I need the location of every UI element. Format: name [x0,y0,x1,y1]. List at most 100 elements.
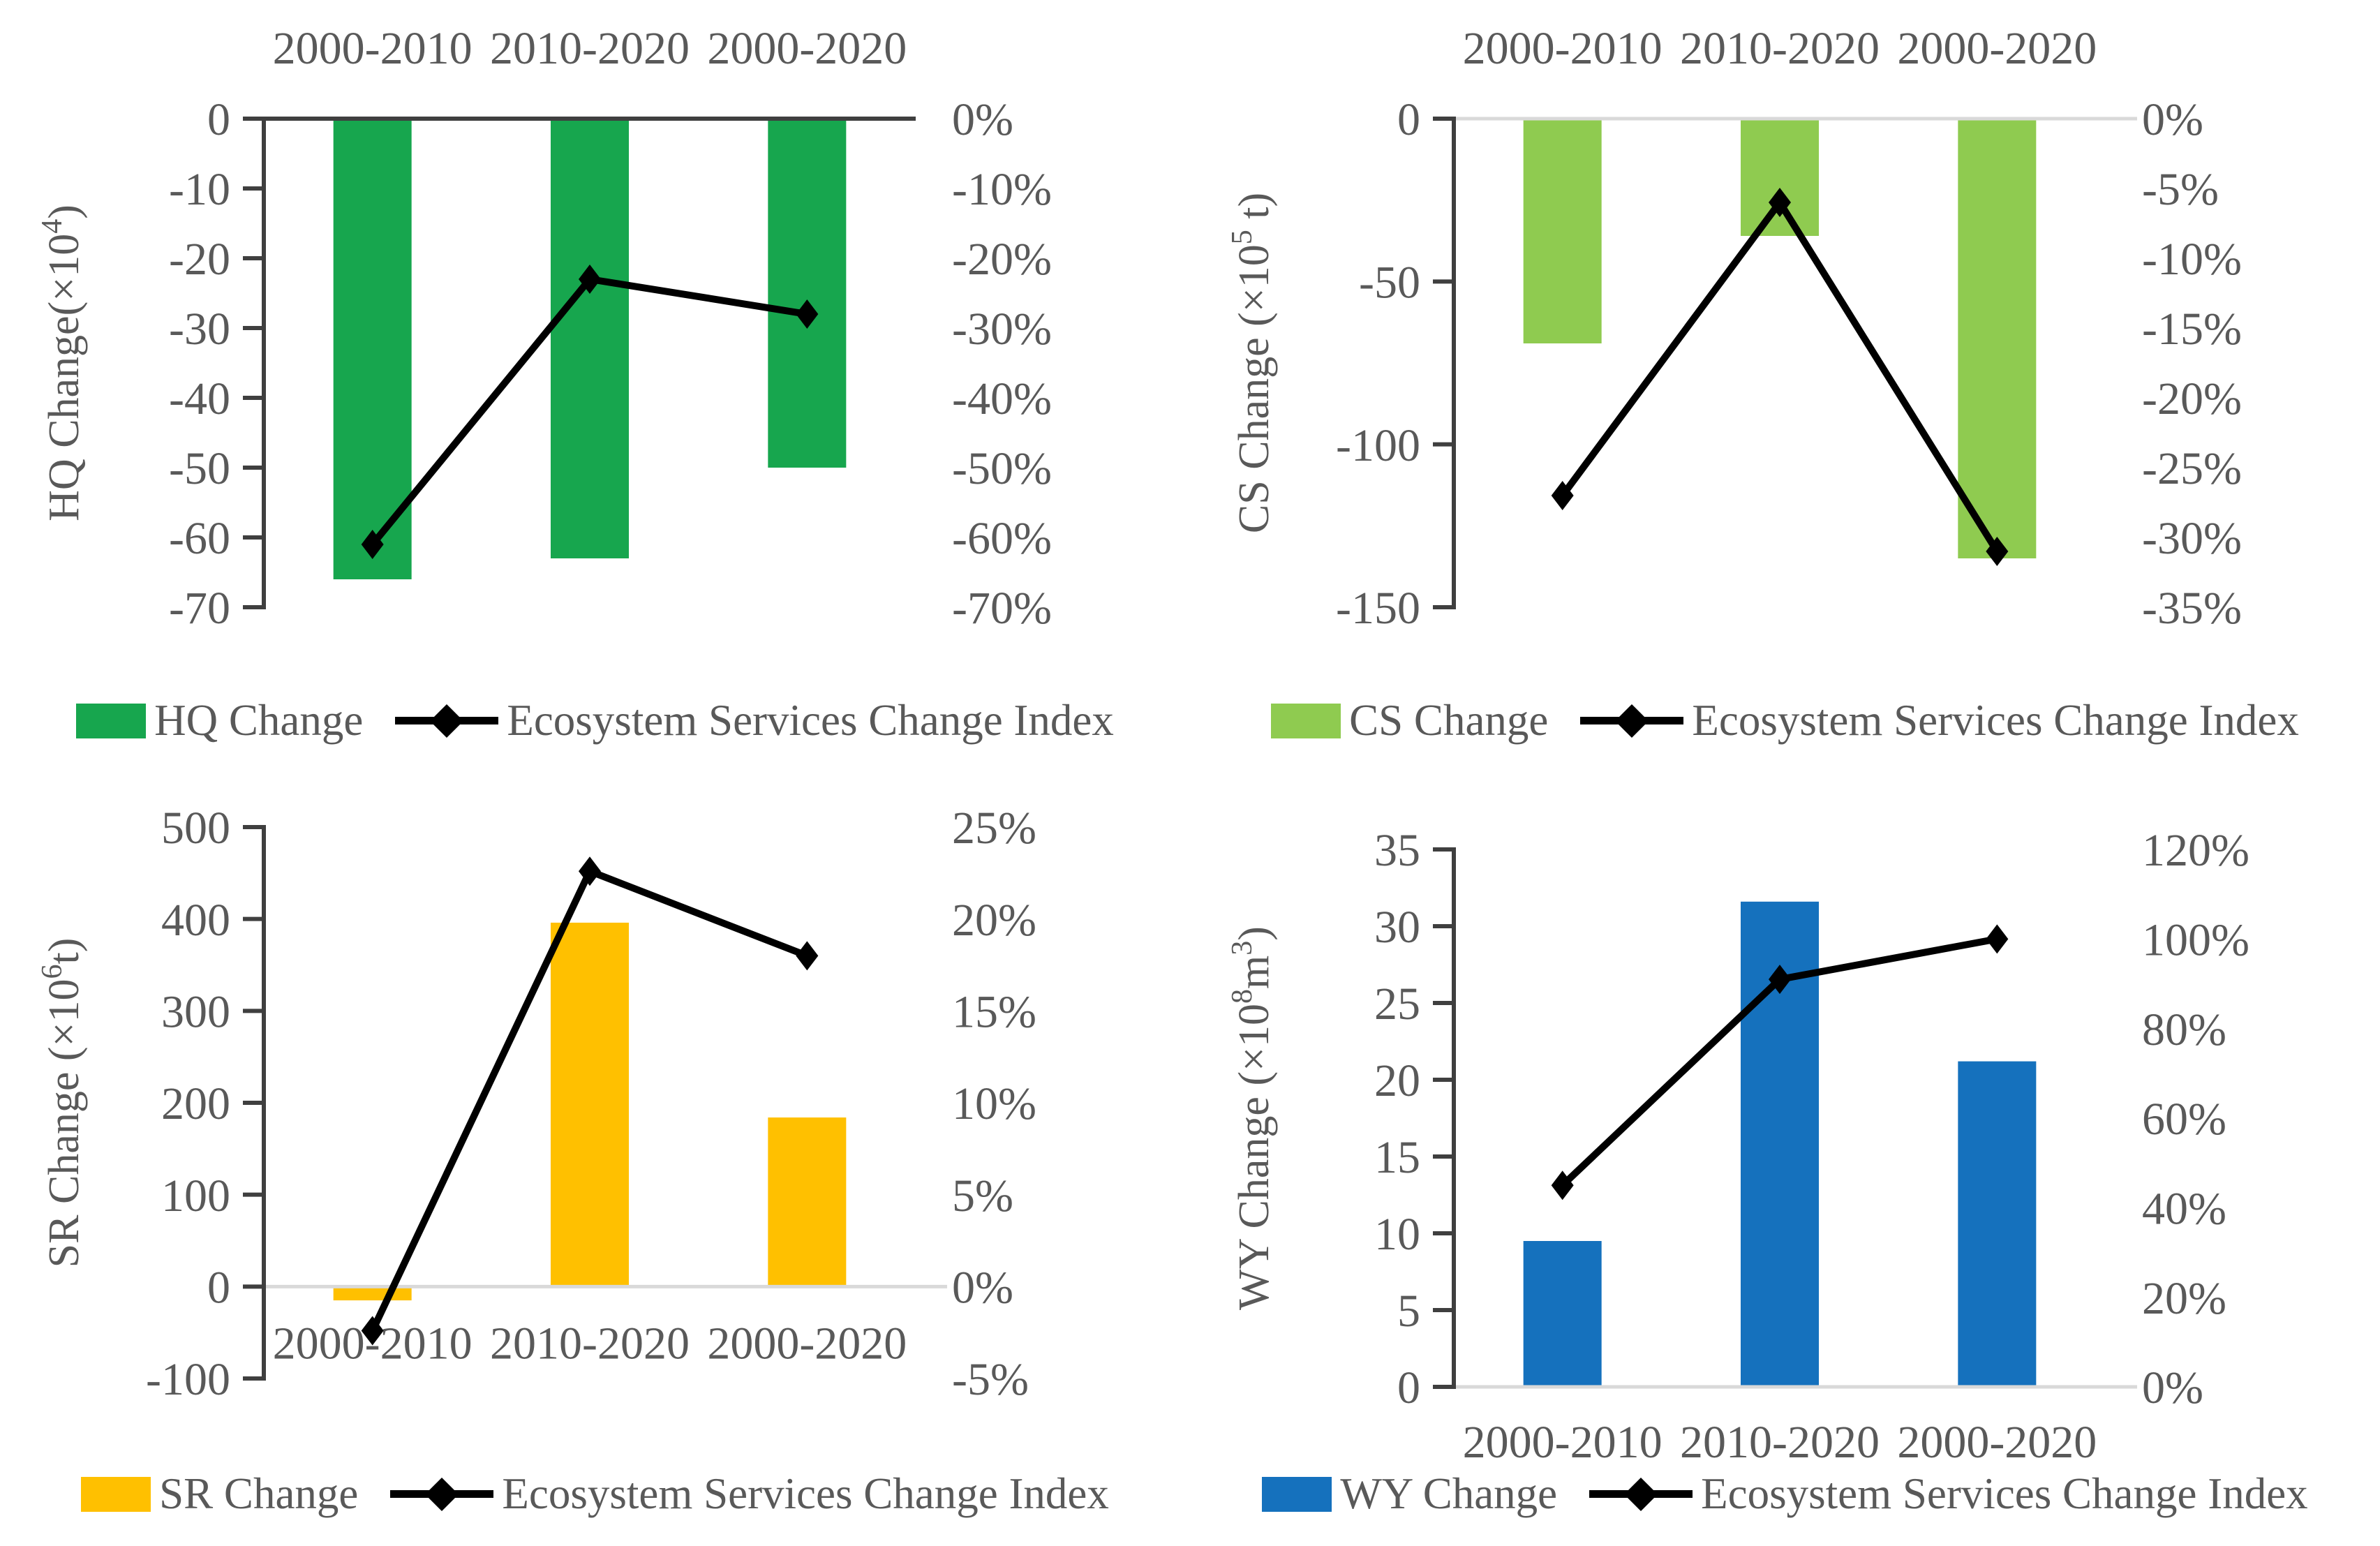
esci-marker-2010-2020 [579,856,601,886]
esci-marker-2000-2020 [796,299,819,329]
line-diamond-icon [1580,704,1684,738]
left-tick-label: 20 [1374,1055,1420,1106]
wy-change-chart: 35 30 25 20 15 10 5 0 120% 100% 80% 60% 40% 20% 0% 2000… [1226,825,2249,1464]
diamond-marker-icon [425,1477,459,1511]
right-tick-label: -35% [2142,583,2242,634]
esci-legend-label: Ecosystem Services Change Index [1692,696,2299,745]
left-tick-label: -10 [169,164,230,215]
bar-2000-2020 [768,119,847,468]
left-tick-label: -20 [169,234,230,285]
right-tick-label: -20% [952,234,1052,285]
left-tick-label: 0 [1397,1362,1420,1413]
bar-2000-2010 [333,1286,412,1301]
category-label: 2010-2020 [1680,23,1880,74]
category-label: 2000-2010 [1463,23,1663,74]
left-tick-label: 200 [161,1078,230,1129]
right-tick-label: 120% [2142,825,2249,876]
left-tick-label: -150 [1336,583,1420,634]
right-tick-label: 10% [952,1078,1036,1129]
hq-change-chart: 0 -10 -20 -30 -40 -50 -60 -70 0% -10% -20% -30% -40%… [36,23,1052,634]
cs-legend-swatch-icon [1271,703,1341,738]
esci-marker-2010-2020 [1769,188,1791,217]
hq-legend: HQ Change Ecosystem Services Change Inde… [0,695,1190,746]
esci-marker-2010-2020 [1769,965,1791,995]
bar-2000-2020 [1958,1061,2037,1387]
right-tick-label: -25% [2142,443,2242,494]
y-axis-title: HQ Change(×104) [36,205,88,521]
left-tick-label: 5 [1397,1286,1420,1337]
esci-marker-2000-2010 [1551,1170,1574,1201]
right-tick-label: -20% [2142,373,2242,424]
left-tick-label: 0 [207,94,230,145]
hq-change-panel: 0 -10 -20 -30 -40 -50 -60 -70 0% -10% -20% -30% -40%… [0,0,1190,773]
category-label: 2010-2020 [490,23,690,74]
y-axis-title: CS Change (×105 t) [1226,193,1278,533]
sr-legend-swatch-icon [81,1476,151,1512]
cs-change-chart: 0 -50 -100 -150 0% -5% -10% -15% -20% -25% -30% -35… [1226,23,2242,634]
category-label: 2000-2020 [707,23,907,74]
bar-2010-2020 [1741,119,1819,236]
bar-2000-2020 [768,1117,847,1287]
bar-2010-2020 [551,922,629,1287]
right-tick-label: 80% [2142,1004,2226,1055]
category-label: 2000-2020 [707,1318,907,1369]
esci-legend-label: Ecosystem Services Change Index [507,696,1114,745]
esci-marker-2000-2010 [361,1316,384,1346]
esci-marker-2000-2010 [361,530,384,559]
right-tick-label: -30% [2142,513,2242,564]
esci-marker-2000-2010 [1551,481,1574,510]
left-tick-label: 30 [1374,902,1420,953]
left-tick-label: -100 [1336,420,1420,471]
left-tick-label: -40 [169,373,230,424]
left-tick-label: 500 [161,803,230,854]
category-label: 2000-2020 [1897,23,2097,74]
diamond-marker-icon [1624,1477,1658,1511]
right-tick-label: 60% [2142,1094,2226,1145]
y-axis-title: WY Change (×108m3) [1226,926,1278,1310]
right-tick-label: 100% [2142,914,2249,965]
left-tick-label: 0 [207,1262,230,1313]
esci-legend-label: Ecosystem Services Change Index [502,1469,1109,1518]
line-diamond-icon [1589,1477,1693,1511]
esci-marker-2000-2020 [796,941,819,971]
cs-legend-label: CS Change [1349,696,1549,745]
right-tick-label: 20% [2142,1273,2226,1324]
right-tick-label: 5% [952,1170,1013,1221]
bar-2000-2010 [1523,1241,1602,1387]
cs-change-panel: 0 -50 -100 -150 0% -5% -10% -15% -20% -25% -30% -35… [1190,0,2380,773]
category-label: 2000-2020 [1897,1417,2097,1464]
category-label: 2010-2020 [1680,1417,1880,1464]
hq-legend-label: HQ Change [154,696,364,745]
sr-change-panel: 500 400 300 200 100 0 -100 25% 20% 15% 10% 5% 0% -5% 2… [0,773,1190,1546]
wy-legend-swatch-icon [1262,1476,1332,1512]
category-label: 2000-2010 [273,23,473,74]
left-tick-label: -50 [169,443,230,494]
sr-change-chart: 500 400 300 200 100 0 -100 25% 20% 15% 10% 5% 0% -5% 2… [36,803,1036,1405]
right-tick-label: 15% [952,986,1036,1037]
left-tick-label: -60 [169,513,230,564]
diamond-marker-icon [430,704,464,738]
bar-2010-2020 [551,119,629,558]
esci-marker-2010-2020 [579,265,601,294]
line-diamond-icon [395,704,499,738]
left-tick-label: 400 [161,895,230,946]
category-label: 2000-2010 [1463,1417,1663,1464]
left-tick-label: 25 [1374,979,1420,1030]
right-tick-label: -5% [952,1354,1029,1405]
right-tick-label: -40% [952,373,1052,424]
sr-legend: SR Change Ecosystem Services Change Inde… [0,1469,1190,1519]
right-tick-label: -15% [2142,304,2242,355]
right-tick-label: -50% [952,443,1052,494]
esci-legend-label: Ecosystem Services Change Index [1701,1469,2308,1518]
left-tick-label: -50 [1359,257,1420,308]
esci-line-series [1559,199,2001,555]
right-tick-label: 0% [2142,94,2203,145]
bar-2000-2010 [1523,119,1602,343]
wy-change-panel: 35 30 25 20 15 10 5 0 120% 100% 80% 60% 40% 20% 0% 2000… [1190,773,2380,1546]
right-tick-label: 0% [952,1262,1013,1313]
hq-legend-swatch-icon [76,703,147,738]
esci-marker-2000-2020 [1986,537,2009,566]
right-tick-label: -60% [952,513,1052,564]
left-tick-label: 15 [1374,1132,1420,1183]
